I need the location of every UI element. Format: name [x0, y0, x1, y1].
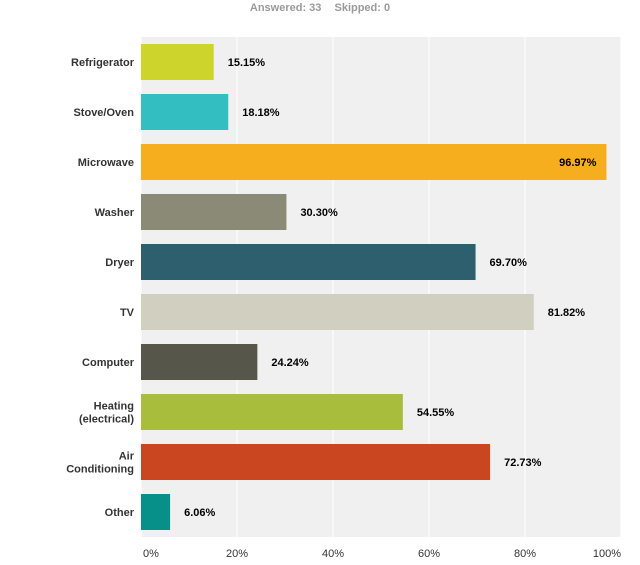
category-label: (electrical) — [79, 414, 134, 426]
answered-count: Answered: 33 — [249, 2, 322, 14]
bar[interactable] — [141, 94, 229, 130]
skipped-count: Skipped: 0 — [334, 2, 391, 14]
value-label: 96.97% — [559, 157, 597, 169]
category-label: Other — [105, 507, 135, 519]
x-tick-label: 40% — [322, 548, 344, 560]
x-tick-label: 0% — [143, 548, 159, 560]
bar[interactable] — [141, 494, 171, 530]
category-label: Refrigerator — [71, 57, 135, 69]
value-label: 15.15% — [228, 57, 266, 69]
bar[interactable] — [141, 144, 607, 180]
x-tick-label: 80% — [514, 548, 536, 560]
value-label: 30.30% — [300, 207, 338, 219]
category-label: Air — [119, 451, 135, 463]
bar[interactable] — [141, 444, 491, 480]
value-label: 6.06% — [184, 507, 215, 519]
category-label: Conditioning — [66, 464, 134, 476]
bar[interactable] — [141, 194, 287, 230]
category-label: TV — [120, 307, 135, 319]
response-summary: Answered: 33 Skipped: 0 — [0, 2, 640, 14]
bar[interactable] — [141, 244, 476, 280]
category-label: Stove/Oven — [73, 107, 134, 119]
bar[interactable] — [141, 44, 214, 80]
category-label: Heating — [94, 401, 134, 413]
value-label: 18.18% — [242, 107, 280, 119]
category-label: Computer — [82, 357, 135, 369]
category-label: Dryer — [105, 257, 134, 269]
value-label: 54.55% — [417, 407, 455, 419]
bar[interactable] — [141, 294, 534, 330]
x-tick-label: 20% — [226, 548, 248, 560]
bar[interactable] — [141, 344, 258, 380]
value-label: 72.73% — [504, 457, 542, 469]
bar[interactable] — [141, 394, 403, 430]
value-label: 24.24% — [271, 357, 309, 369]
value-label: 81.82% — [548, 307, 586, 319]
category-label: Washer — [95, 207, 135, 219]
category-label: Microwave — [78, 157, 134, 169]
value-label: 69.70% — [490, 257, 528, 269]
x-tick-label: 100% — [593, 548, 621, 560]
x-tick-label: 60% — [418, 548, 440, 560]
